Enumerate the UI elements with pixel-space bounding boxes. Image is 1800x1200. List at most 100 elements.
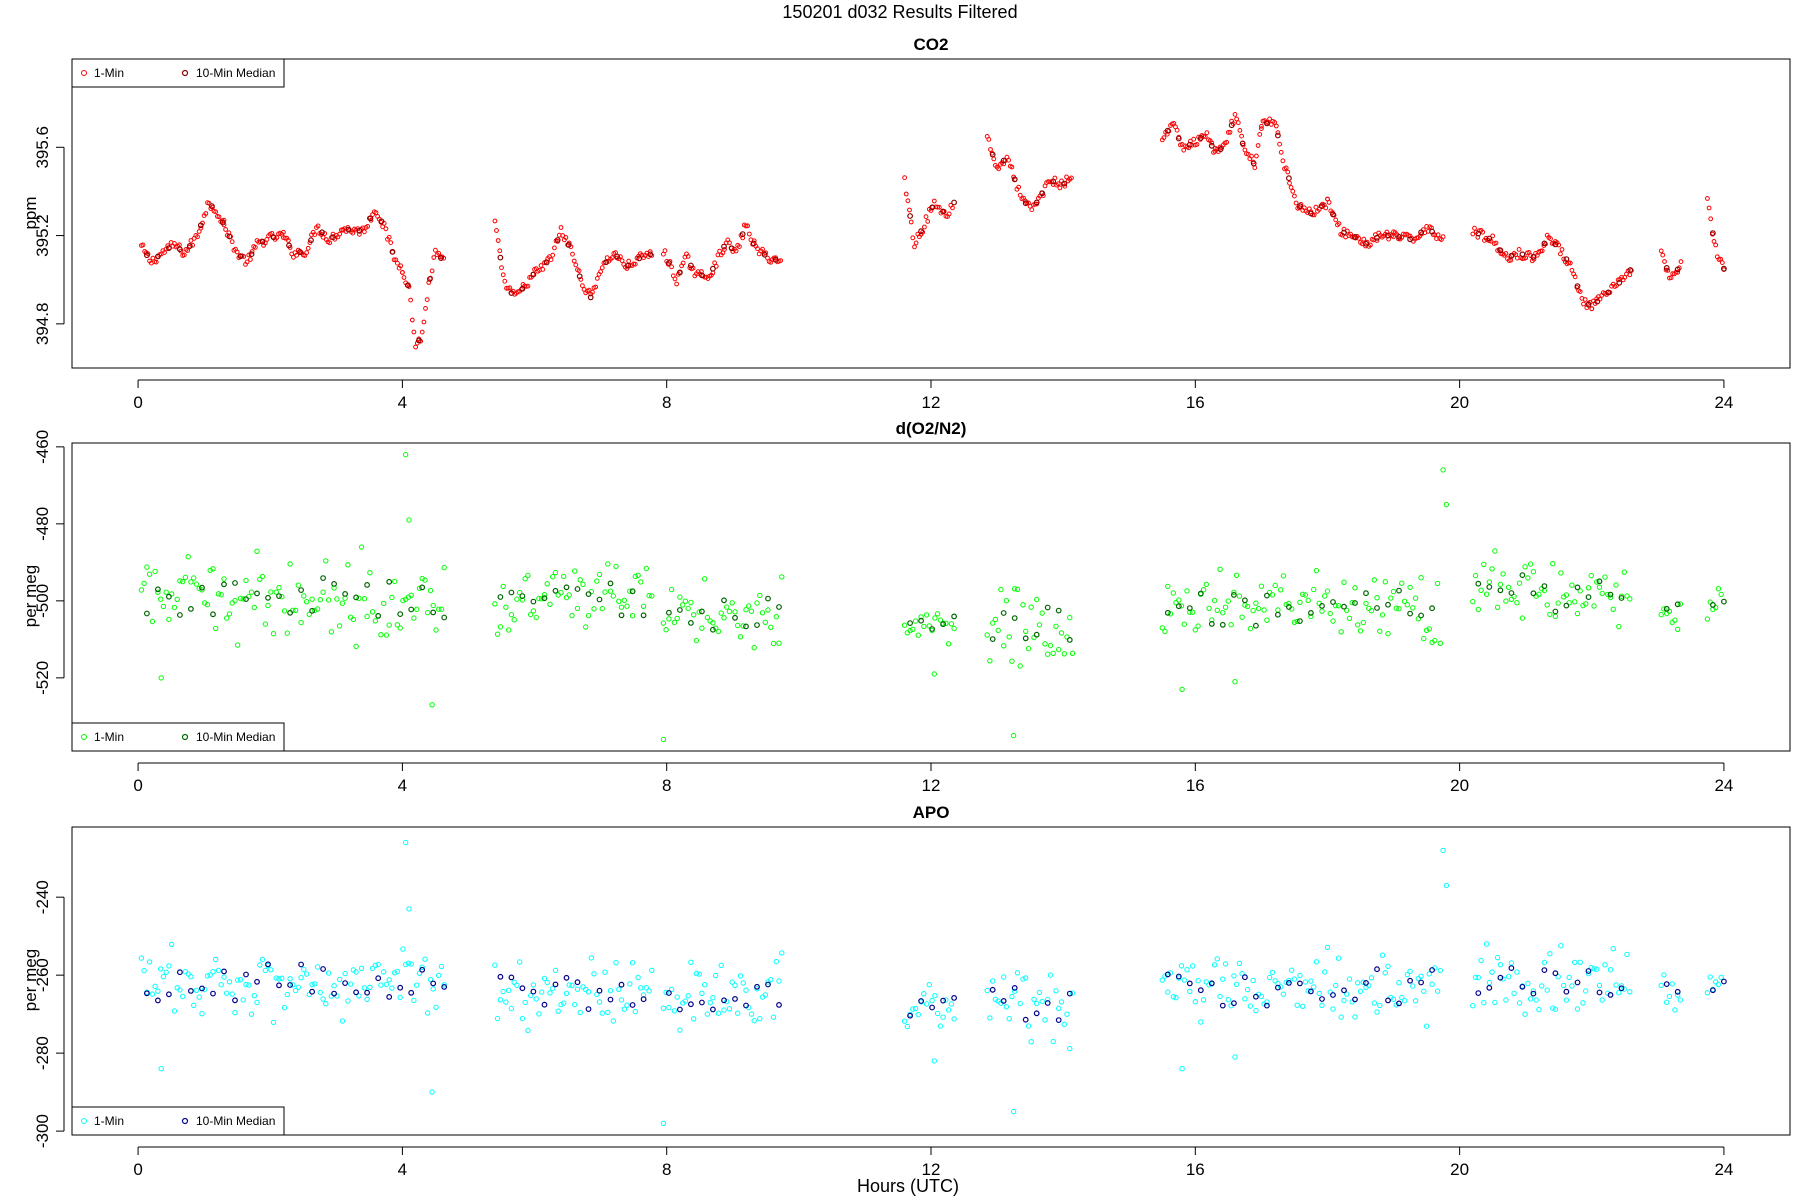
o2n2-point [702,576,708,582]
o2n2-point [1189,609,1196,615]
o2n2-point [298,619,304,626]
apo-median-point [1709,987,1716,994]
o2n2-point [262,621,268,627]
o2n2-point [1613,582,1619,588]
o2n2-legend-label-1min: 1-Min [94,730,124,744]
apo-point [618,997,625,1003]
o2n2-point [191,575,197,581]
apo-point [336,976,343,983]
o2n2-median-point [1418,612,1424,619]
o2n2-point [1067,614,1073,621]
apo-point [1390,996,1397,1002]
apo-point [1385,963,1391,969]
o2n2-median-point [1252,622,1259,629]
apo-point [663,989,669,995]
o2n2-median-point [199,584,205,591]
apo-median-point [1374,966,1380,973]
co2-median-point [1663,265,1670,271]
co2-median-point [286,242,292,249]
co2-point [1285,169,1291,175]
co2-point [1287,180,1292,186]
co2-point [1288,185,1294,190]
o2n2-point [1338,629,1344,635]
apo-point [429,1089,435,1095]
apo-point [1017,1000,1023,1007]
co2-point [632,261,638,267]
o2n2-point [1170,590,1177,596]
apo-median-point [1396,1000,1402,1007]
co2-point [264,237,270,242]
co2-point [1029,207,1035,213]
o2n2-median-point [1022,635,1029,642]
o2n2-point [506,627,512,633]
o2n2-point [188,579,194,585]
co2-point [1055,181,1061,187]
o2n2-point [419,575,425,582]
co2-point [1432,232,1438,238]
o2n2-point [155,589,161,595]
apo-point [779,950,785,956]
o2n2-point [1047,642,1054,649]
co2-point [500,272,506,278]
o2n2-point [1217,566,1223,572]
apo-point [1588,964,1594,971]
apo-point [323,1001,329,1007]
co2-point [327,240,333,246]
apo-point [427,976,434,983]
o2n2-point [915,632,921,638]
apo-legend-marker-1min [81,1118,87,1124]
o2n2-point [580,581,586,587]
apo-point [671,1008,678,1014]
o2n2-median-point [677,607,683,613]
o2n2-point [394,622,401,628]
o2n2-median-point [1519,572,1526,578]
apo-median-point [940,997,946,1004]
o2n2-point [1159,625,1166,631]
o2n2-median-point [375,613,382,619]
co2-median-point [1407,236,1413,243]
co2-median-point [176,246,183,253]
apo-point [1481,1000,1487,1006]
apo-point [1429,981,1435,987]
apo-point [591,971,597,977]
o2n2-point [547,601,553,607]
co2-x-tick-label: 12 [922,393,941,412]
co2-median-point [1574,283,1581,290]
co2-point [525,283,531,289]
apo-point [202,986,208,993]
co2-median-point [1530,253,1537,260]
apo-point [1232,1054,1238,1060]
co2-point [421,319,427,325]
o2n2-point [1319,608,1325,614]
co2-point [206,200,212,206]
co2-point [497,248,503,254]
apo-point [1217,993,1223,1000]
apo-median-point [441,984,448,990]
o2n2-point [517,589,523,596]
co2-point [727,240,732,246]
apo-median-point [375,975,382,982]
co2-point [598,269,603,275]
o2n2-point [276,584,282,591]
apo-point [1244,986,1251,993]
co2-median-point [1374,234,1380,241]
co2-median-point [1563,256,1570,263]
o2n2-median-point [940,621,946,628]
co2-point [737,244,742,250]
o2n2-point [1390,588,1397,595]
co2-point [305,245,311,251]
apo-point [1001,974,1007,980]
apo-point [155,988,161,994]
co2-point [667,259,673,264]
apo-panel: APO per meg 0 4 8 12 16 20 24 -240 -260 -280 -300 1… [21,803,1791,1179]
apo-point [533,996,539,1002]
o2n2-point [180,578,186,585]
o2n2-point [429,702,435,708]
apo-point [1330,1006,1336,1012]
apo-point [383,981,390,988]
o2n2-point [158,675,164,681]
o2n2-point [251,604,258,611]
apo-point [931,1058,937,1064]
o2n2-y-axis-label: per meg [21,565,40,627]
o2n2-point [1039,610,1045,616]
